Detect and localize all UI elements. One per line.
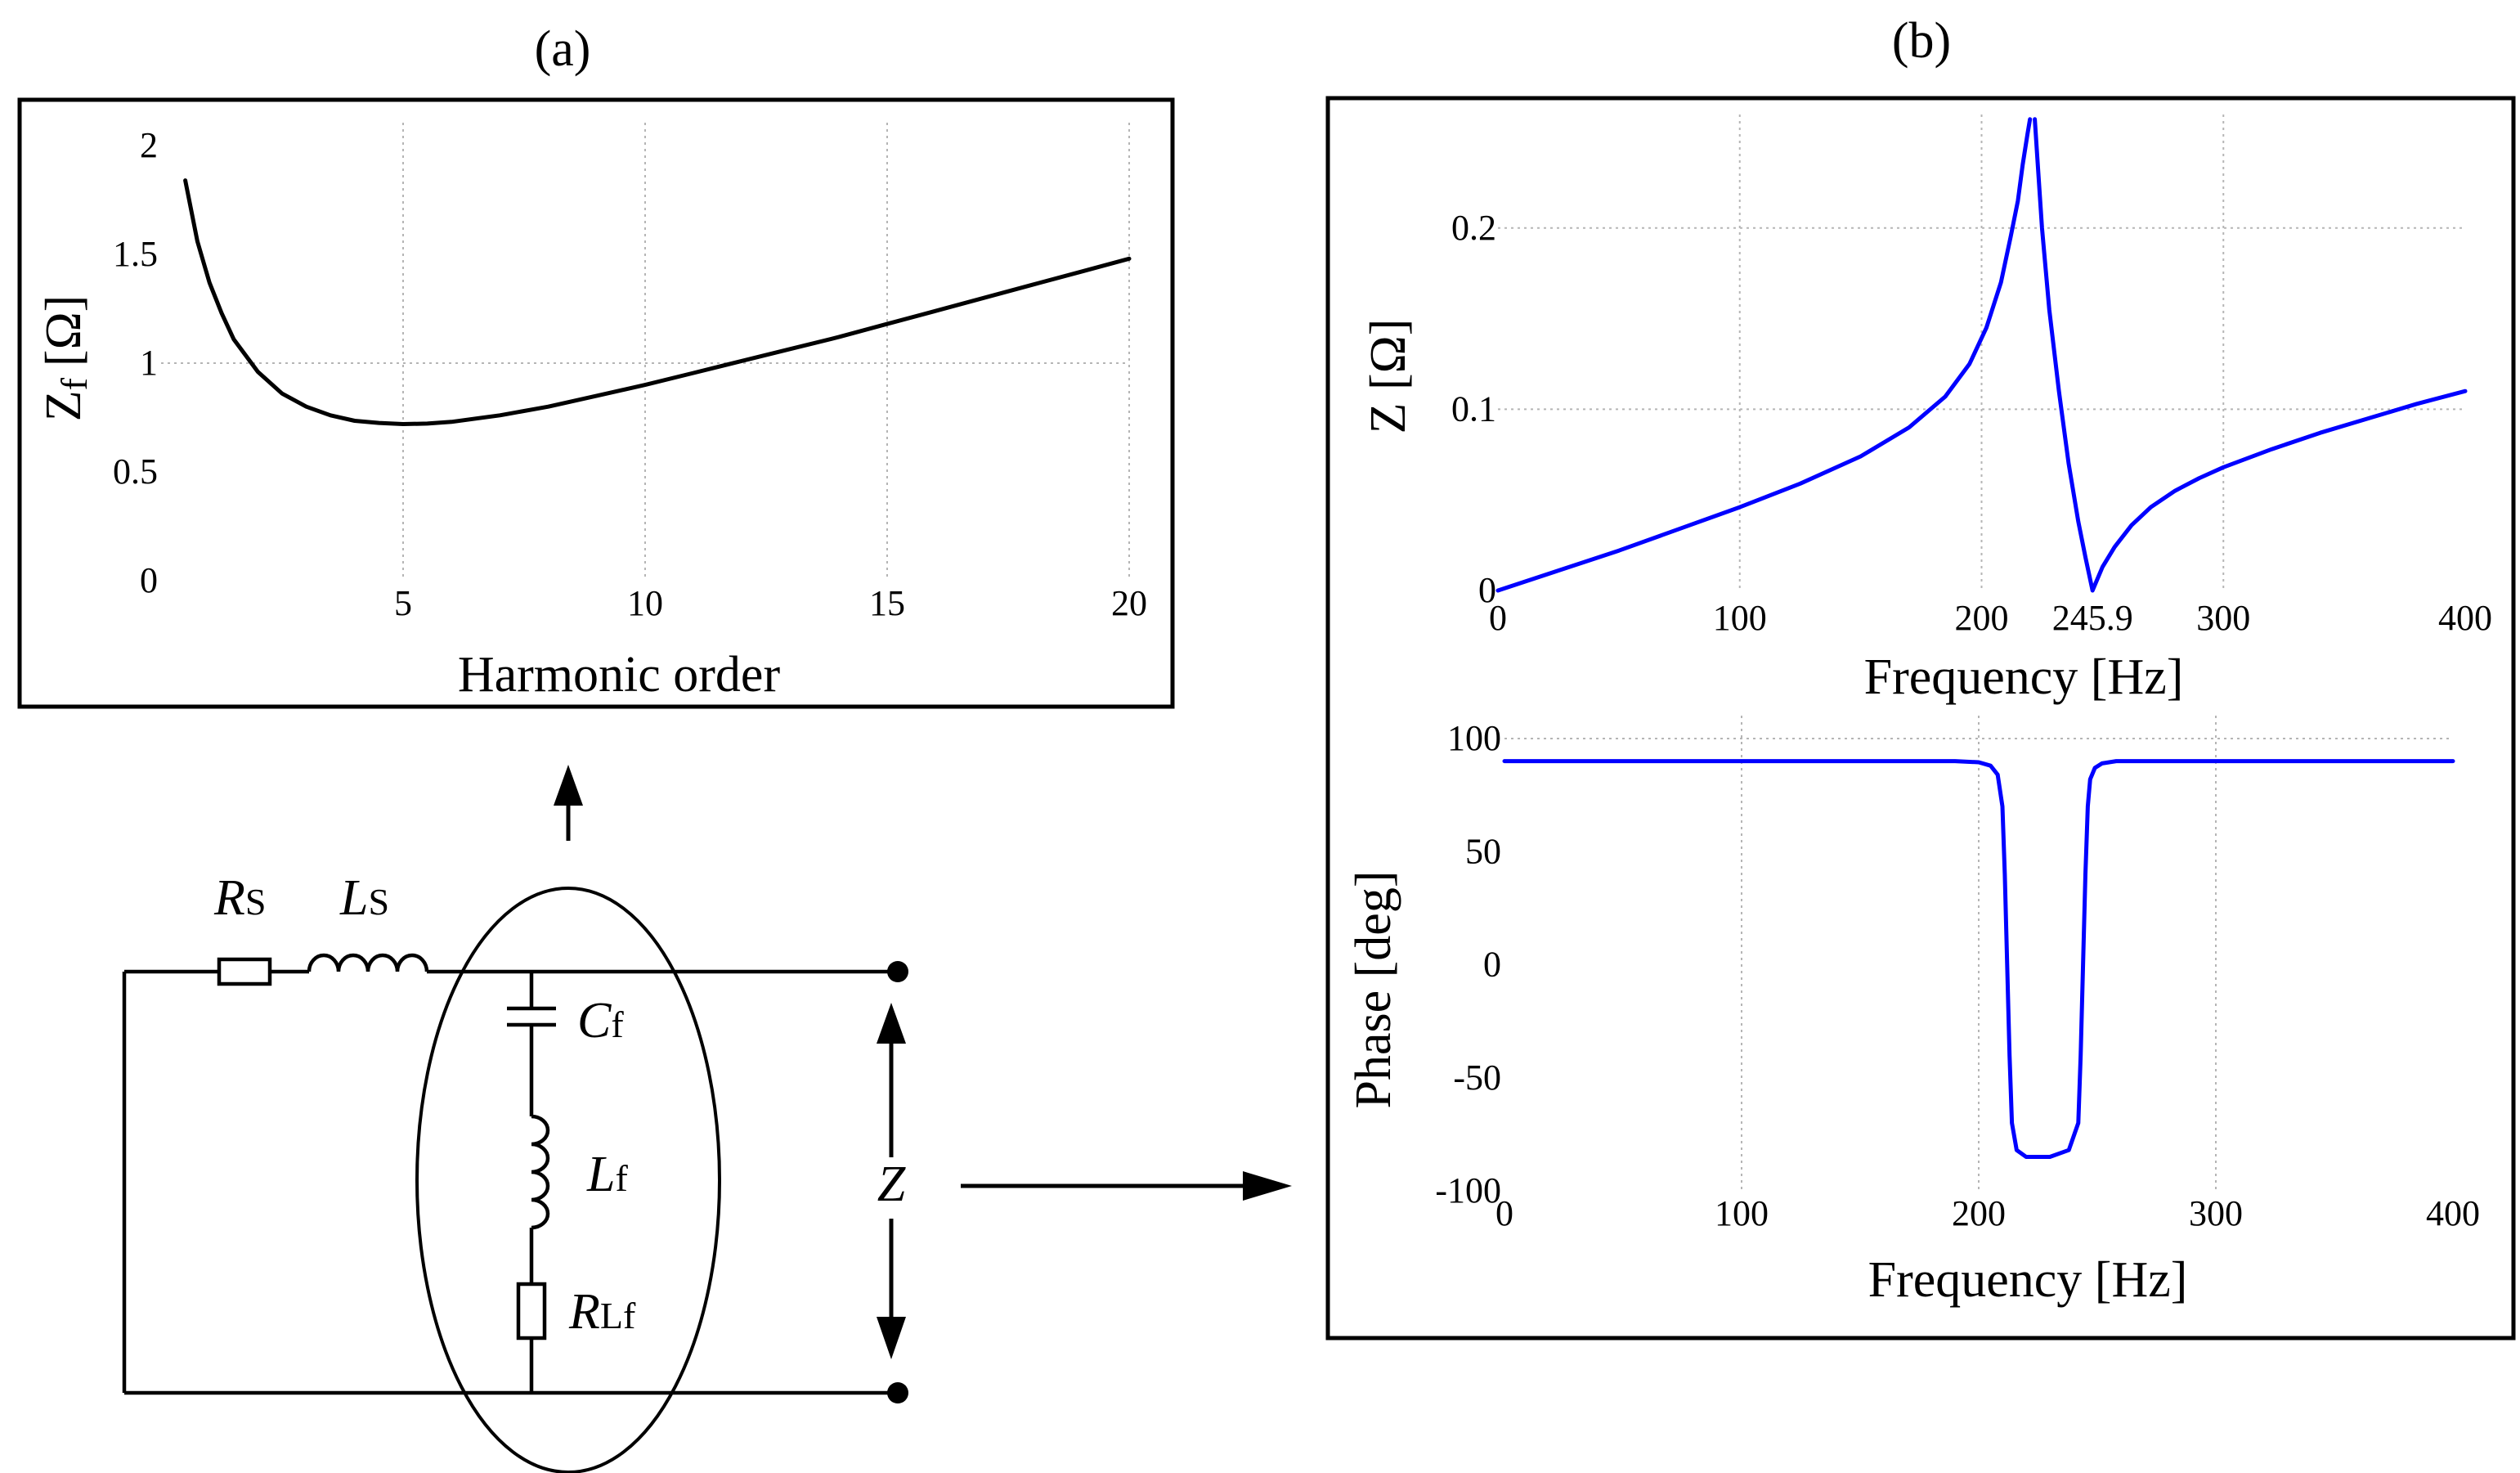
label-z: Z	[877, 1156, 906, 1212]
chart-b-top-xtick-label: 0	[1489, 598, 1507, 638]
chart-b-frame	[1325, 96, 2516, 1341]
chart-a-grid	[161, 123, 1130, 581]
chart-b-bottom-series	[1502, 759, 2455, 1159]
chart-b-top-ytick-label: 0	[1478, 570, 1496, 610]
label-ls: LS	[339, 870, 389, 926]
chart-b-bottom-series-line-0	[1502, 759, 2455, 1159]
chart-a-ticks: 5 10 15 20 0 0.5 1 1.5 2	[113, 125, 1147, 623]
chart-b-top-ticks: 0 100 200 245.9 300 400 0 0.1 0.2	[1451, 208, 2492, 638]
chart-a-frame	[17, 97, 1175, 709]
panel-label-a: (a)	[535, 21, 591, 77]
chart-a: 5 10 15 20 0 0.5 1 1.5 2 Harmonic order Zf [Ω]	[17, 97, 1175, 709]
arrow-up-icon	[554, 765, 583, 841]
chart-b-top-grid	[1498, 115, 2465, 591]
label-rs: RS	[213, 870, 266, 926]
chart-b-top-series-line-1	[2033, 117, 2468, 593]
chart-b-bottom-ytick-label: 0	[1483, 945, 1501, 985]
chart-a-series-line-0	[183, 178, 1132, 426]
chart-b-top-xtick-label: 245.9	[2052, 598, 2133, 638]
chart-a-xlabel: Harmonic order	[458, 647, 781, 703]
chart-b-bottom-ytick-label: -50	[1453, 1058, 1501, 1098]
chart-b-bottom-xlabel: Frequency [Hz]	[1868, 1252, 2188, 1308]
chart-b-bottom-xtick-label: 300	[2189, 1193, 2243, 1233]
chart-a-ylabel-sub: f	[53, 377, 95, 390]
chart-b-bottom-xtick-label: 100	[1715, 1193, 1769, 1233]
chart-b-bottom-ytick-label: 50	[1465, 831, 1501, 871]
chart-b-bottom-ylabel: Phase [deg]	[1346, 871, 1401, 1109]
terminal-bottom	[887, 1382, 908, 1403]
chart-a-ytick-label: 0	[140, 560, 158, 600]
chart-b-bottom-ytick-label: 100	[1447, 718, 1501, 758]
circuit-diagram: RS LS Cf Lf RLf Z	[122, 870, 908, 1473]
ls-inductor-icon	[307, 953, 429, 972]
lf-inductor-icon	[531, 1114, 550, 1230]
chart-a-xtick-label: 20	[1111, 583, 1147, 623]
chart-a-ytick-label: 1.5	[113, 234, 158, 274]
filter-ellipse	[415, 887, 721, 1473]
label-rlf: RLf	[568, 1284, 636, 1340]
chart-a-ylabel: Zf [Ω]	[36, 295, 95, 422]
chart-b-top-series-line-0	[1495, 117, 2033, 593]
chart-b-bottom-ytick-label: -100	[1435, 1170, 1501, 1210]
chart-b-top-ytick-label: 0.2	[1451, 208, 1496, 248]
terminal-top	[887, 961, 908, 982]
rs-resistor-icon	[217, 957, 272, 986]
chart-a-xtick-label: 15	[869, 583, 905, 623]
chart-b-bottom: 0 100 200 300 400 -100 -50 0 50 100 Frequency [Hz…	[1346, 716, 2480, 1308]
chart-a-series	[183, 178, 1132, 426]
chart-b-bottom-grid	[1504, 716, 2453, 1191]
chart-a-xtick-label: 5	[394, 583, 412, 623]
chart-b-top-ylabel: Z [Ω]	[1361, 319, 1416, 434]
chart-b-top-series	[1495, 117, 2468, 593]
chart-b-top-xtick-label: 100	[1713, 598, 1767, 638]
chart-a-ylabel-main: Z	[36, 390, 92, 421]
chart-b-bottom-xtick-label: 0	[1495, 1193, 1513, 1233]
chart-a-xtick-label: 10	[627, 583, 663, 623]
chart-b-top-xtick-label: 300	[2196, 598, 2250, 638]
label-cf: Cf	[577, 993, 624, 1049]
chart-a-ytick-label: 0.5	[113, 451, 158, 492]
panel-label-b: (b)	[1892, 13, 1951, 69]
chart-b-top-ytick-label: 0.1	[1451, 388, 1496, 429]
chart-b-bottom-ticks: 0 100 200 300 400 -100 -50 0 50 100	[1435, 718, 2480, 1233]
chart-b-top-xtick-label: 400	[2438, 598, 2492, 638]
chart-b-top-xlabel: Frequency [Hz]	[1864, 649, 2184, 705]
chart-b-bottom-xtick-label: 200	[1952, 1193, 2006, 1233]
label-lf: Lf	[586, 1147, 628, 1202]
cf-capacitor-icon	[507, 1006, 556, 1027]
chart-b-bottom-xtick-label: 400	[2426, 1193, 2480, 1233]
arrow-right-icon	[961, 1171, 1292, 1201]
chart-a-ytick-label: 2	[140, 125, 158, 165]
chart-a-ytick-label: 1	[140, 343, 158, 383]
chart-b-top-xtick-label: 200	[1955, 598, 2009, 638]
chart-b-top: 0 100 200 245.9 300 400 0 0.1 0.2 Frequency [Hz]…	[1361, 115, 2492, 705]
rlf-resistor-icon	[516, 1282, 547, 1341]
chart-a-ylabel-unit: [Ω]	[36, 295, 92, 366]
z-double-arrow-icon	[877, 1003, 906, 1359]
